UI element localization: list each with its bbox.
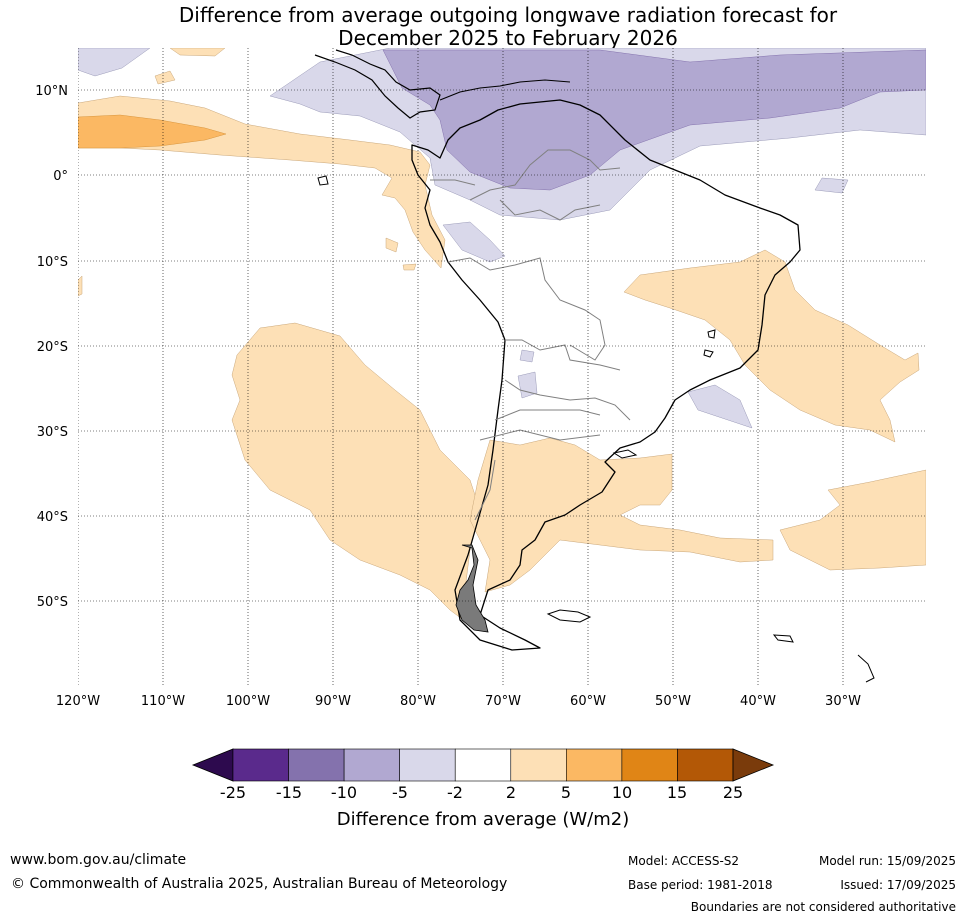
issued-text: Issued: 17/09/2025 <box>840 878 956 892</box>
colorbar-arrow-low <box>191 748 234 782</box>
lon-label: 60°W <box>570 694 606 709</box>
lat-label: 40°S <box>37 510 68 525</box>
lon-label: 80°W <box>400 694 436 709</box>
lat-label: 10°N <box>35 84 68 99</box>
colorbar-tick-label: 5 <box>561 783 571 802</box>
lat-label: 30°S <box>37 425 68 440</box>
lat-label: 0° <box>53 169 68 184</box>
colorbar-segment <box>621 748 678 782</box>
base-period-text: Base period: 1981-2018 <box>628 878 773 892</box>
patagonia-fjords <box>455 544 489 633</box>
lon-label: 120°W <box>56 694 100 709</box>
map-title: Difference from average outgoing longwav… <box>0 4 965 50</box>
colorbar: -25 -15 -10 -5 -2 2 5 10 15 25 Differenc… <box>191 748 775 830</box>
colorbar-tick-label: -25 <box>220 783 246 802</box>
colorbar-segment <box>566 748 623 782</box>
colorbar-tick-labels: -25 -15 -10 -5 -2 2 5 10 15 25 <box>220 783 743 802</box>
lon-label: 50°W <box>655 694 691 709</box>
colorbar-title: Difference from average (W/m2) <box>337 809 629 830</box>
colorbar-arrow-high <box>732 748 775 782</box>
anomaly-medium-orange <box>78 114 227 149</box>
lat-label: 20°S <box>37 340 68 355</box>
colorbar-tick-label: -15 <box>276 783 302 802</box>
colorbar-segment <box>510 748 567 782</box>
islands <box>317 175 875 683</box>
colorbar-segment <box>288 748 345 782</box>
lat-label: 50°S <box>37 595 68 610</box>
colorbar-tick-label: 25 <box>723 783 743 802</box>
lon-label: 40°W <box>740 694 776 709</box>
model-text: Model: ACCESS-S2 <box>628 854 740 868</box>
anomaly-medium-purple <box>382 49 926 191</box>
colorbar-tick-label: -2 <box>447 783 463 802</box>
map-area <box>78 48 926 685</box>
disclaimer-text: Boundaries are not considered authoritat… <box>690 900 956 914</box>
lon-label: 110°W <box>141 694 185 709</box>
colorbar-segment <box>399 748 456 782</box>
copyright-text: © Commonwealth of Australia 2025, Austra… <box>11 876 508 892</box>
colorbar-tick-label: 15 <box>667 783 687 802</box>
title-line-1: Difference from average outgoing longwav… <box>178 3 838 27</box>
colorbar-tick-label: 2 <box>506 783 516 802</box>
colorbar-tick-label: -5 <box>392 783 408 802</box>
colorbar-tick-label: 10 <box>612 783 632 802</box>
colorbar-segments <box>232 748 734 782</box>
lat-label: 10°S <box>37 255 68 270</box>
colorbar-segment <box>677 748 734 782</box>
lon-label: 90°W <box>315 694 351 709</box>
latitude-labels: 10°N 0° 10°S 20°S 30°S 40°S 50°S <box>35 84 68 610</box>
colorbar-segment <box>454 748 512 782</box>
lon-label: 70°W <box>485 694 521 709</box>
caribbean-coastline <box>439 79 571 101</box>
lon-label: 100°W <box>226 694 270 709</box>
lon-label: 30°W <box>825 694 861 709</box>
colorbar-segment <box>343 748 400 782</box>
title-line-2: December 2025 to February 2026 <box>338 26 678 50</box>
graticule <box>78 48 926 685</box>
central-america-coastline <box>314 49 441 119</box>
longitude-labels: 120°W 110°W 100°W 90°W 80°W 70°W 60°W 50… <box>56 694 861 709</box>
colorbar-segment <box>232 748 289 782</box>
colorbar-tick-label: -10 <box>331 783 357 802</box>
website-text: www.bom.gov.au/climate <box>10 852 187 868</box>
model-run-text: Model run: 15/09/2025 <box>818 854 956 868</box>
national-borders <box>430 149 631 521</box>
